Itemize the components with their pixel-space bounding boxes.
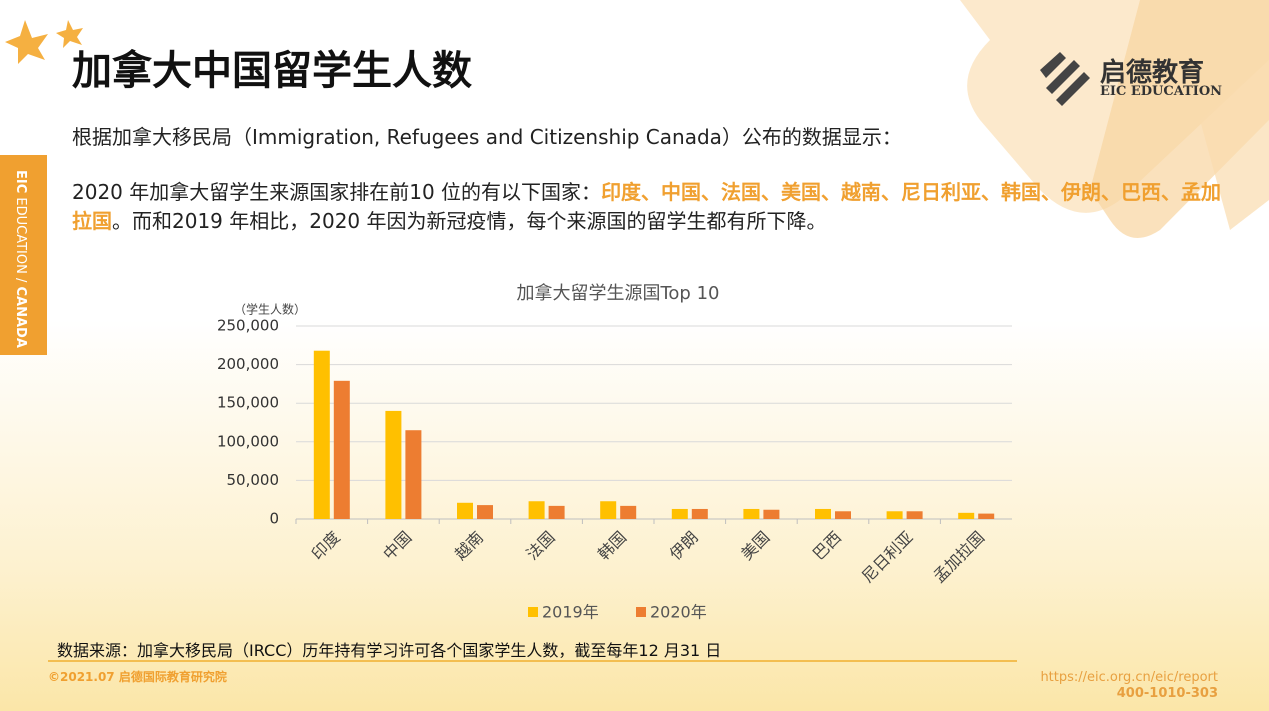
bar <box>906 511 923 519</box>
paragraph: 根据加拿大移民局（Immigration, Refugees and Citiz… <box>72 125 902 149</box>
url: https://eic.org.cn/eic/report <box>1040 670 1218 685</box>
text: 2020 年加拿大留学生来源国家排在前10 位的有以下国家： <box>72 180 602 204</box>
legend-swatch <box>636 607 646 617</box>
legend-swatch <box>528 607 538 617</box>
bar <box>548 505 565 519</box>
bar <box>815 508 831 519</box>
y-tick-label: 50,000 <box>227 471 280 489</box>
phone: 400-1010-303 <box>1116 686 1218 701</box>
side-tab: EIC EDUCATION / CANADA <box>13 170 28 348</box>
x-tick-label: 孟加拉国 <box>930 528 989 587</box>
text: 。而和2019 年相比，2020 年因为新冠疫情，每个来源国的留学生都有所下降。 <box>112 209 827 233</box>
side-brand: EIC <box>13 170 28 194</box>
x-tick-label: 美国 <box>737 528 773 564</box>
x-tick-label: 尼日利亚 <box>858 528 917 587</box>
x-tick-label: 中国 <box>379 528 415 564</box>
y-tick-label: 250,000 <box>217 317 279 335</box>
x-tick-label: 韩国 <box>594 528 630 564</box>
x-tick-label: 法国 <box>523 528 559 564</box>
logo-name: 启德教育 <box>1100 58 1205 88</box>
bar <box>763 509 780 519</box>
y-tick-label: 100,000 <box>217 432 279 450</box>
bar <box>958 512 975 519</box>
bar <box>477 505 493 519</box>
bar <box>405 430 422 519</box>
x-tick-label: 越南 <box>451 528 487 564</box>
bar <box>671 508 688 519</box>
paragraph: 2020 年加拿大留学生来源国家排在前10 位的有以下国家：印度、中国、法国、美… <box>72 178 1232 236</box>
legend-label: 2019年 <box>542 603 599 622</box>
slide-title: 加拿大中国留学生人数 <box>72 48 472 94</box>
legend-label: 2020年 <box>650 603 707 622</box>
bar <box>385 410 402 519</box>
bar <box>978 513 995 519</box>
chart-title: 加拿大留学生源国Top 10 <box>516 282 719 304</box>
logo-sub: EIC EDUCATION <box>1100 84 1223 99</box>
source: 数据来源：加拿大移民局（IRCC）历年持有学习许可各个国家学生人数，截至每年12… <box>57 641 722 660</box>
bar <box>620 505 637 519</box>
bar <box>835 511 851 519</box>
bar <box>600 501 617 519</box>
side-education: EDUCATION / <box>13 197 28 283</box>
bar <box>313 350 330 519</box>
x-tick-label: 巴西 <box>809 528 845 564</box>
copyright: ©2021.07 启德国际教育研究院 <box>48 670 227 684</box>
x-tick-label: 伊朗 <box>666 528 702 564</box>
bar <box>333 380 350 519</box>
y-axis-label: （学生人数） <box>234 302 306 317</box>
y-tick-label: 150,000 <box>217 394 279 412</box>
y-tick-label: 0 <box>269 510 279 528</box>
y-tick-label: 200,000 <box>217 355 279 373</box>
bar <box>457 502 473 519</box>
side-region: CANADA <box>13 286 28 348</box>
highlight: 印度、中国、法国、美国、越南、尼日利亚、韩国、伊朗、巴西、孟加拉国 <box>72 180 1222 233</box>
bar <box>743 508 760 519</box>
bar <box>691 508 708 519</box>
bar <box>886 511 903 519</box>
bar <box>528 501 545 519</box>
x-tick-label: 印度 <box>308 528 344 564</box>
